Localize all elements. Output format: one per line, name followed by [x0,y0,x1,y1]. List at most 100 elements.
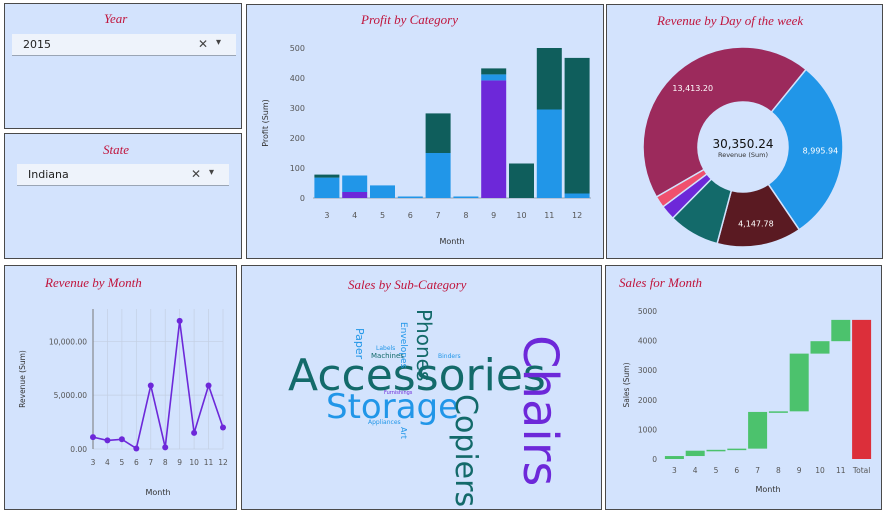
sales-for-month-panel: Sales for Month 0 1000 2000 3000 4000 5000 3 4 5… [605,265,882,510]
bar-segment [536,109,562,198]
data-point [191,429,198,436]
x-tick-label: 12 [218,458,228,467]
waterfall-bar [810,341,830,354]
state-select[interactable]: Indiana ✕ ▾ [17,164,229,186]
wordcloud-word: Storage [326,387,459,427]
wordcloud-word: Binders [438,353,461,360]
waterfall-bar [727,448,747,451]
revenue-line [92,320,224,450]
bar-segment [425,153,451,198]
close-icon[interactable]: ✕ [198,37,209,51]
y-tick-label: 2000 [638,396,657,405]
chevron-down-icon[interactable]: ▾ [216,37,222,48]
profit-chart-title: Profit by Category [361,12,459,27]
y-axis-title: Revenue (Sum) [18,350,27,408]
revenue-by-day-chart: 13,413.20 8,995.94 4,147.78 30,350.24Revenu… [642,46,844,248]
data-point [162,444,169,451]
wordcloud-word: Accessories [288,350,546,401]
donut-slice-label: 13,413.20 [672,84,713,93]
sales-by-subcategory-panel: Sales by Sub-Category Accessories Storage… [241,265,602,510]
x-tick-label: 7 [755,466,760,475]
x-tick-label: 3 [91,458,96,467]
y-axis-title: Sales (Sum) [622,362,631,407]
y-tick-label: 5,000.00 [54,391,88,400]
y-tick-label: 500 [290,44,305,53]
donut-center-value: 30,350.24 [712,137,773,151]
donut-slice-label: 8,995.94 [803,146,839,155]
y-tick-label: 3000 [638,366,657,375]
x-tick-label: 10 [189,458,199,467]
year-select[interactable]: 2015 ✕ ▾ [12,34,236,56]
waterfall-bar [852,319,872,459]
bar-segment [509,163,534,198]
sales-month-chart-title: Sales for Month [619,275,703,290]
revenue-by-month-chart: 0.00 5,000.00 10,000.00 3 4 5 6 7 8 9 10 11 12 Month R… [18,309,228,497]
x-tick-label: 3 [324,211,329,220]
waterfall-bar [685,450,705,457]
revenue-by-month-panel: Revenue by Month 0.00 5,000.00 10,000.00 3 4… [4,265,237,510]
data-point [118,436,125,443]
donut-slice [642,46,808,199]
x-tick-label: 12 [572,211,582,220]
bar-segment [564,57,590,194]
bar-segment [481,74,507,81]
chevron-down-icon[interactable]: ▾ [209,167,215,178]
wordcloud-title: Sales by Sub-Category [348,277,467,292]
x-tick-label: 7 [436,211,441,220]
y-tick-label: 4000 [638,337,657,346]
wordcloud-word: Envelopes [398,322,408,369]
y-tick-label: 100 [290,164,305,173]
bar-segment [481,68,507,75]
year-filter-title: Year [104,11,128,26]
x-tick-label: 4 [352,211,357,220]
wordcloud-word: Phones [412,309,436,381]
donut-slice [767,68,844,231]
wordcloud-word: Chairs [512,335,568,486]
x-tick-label: 10 [516,211,526,220]
waterfall-bar [706,449,726,452]
wordcloud-word: Labels [376,345,395,352]
profit-by-category-chart: 0 100 200 300 400 500 3 4 5 6 7 8 9 10 11 12 Month Profit… [261,44,591,246]
x-tick-label: 6 [134,458,139,467]
x-tick-label: 5 [380,211,385,220]
waterfall-bar [789,353,809,412]
data-point [133,445,140,452]
y-tick-label: 400 [290,74,305,83]
sales-for-month-chart: 0 1000 2000 3000 4000 5000 3 4 5 6 7 8 9 10 11 Total Mon… [622,307,872,494]
wordcloud-word: Art [399,427,408,439]
x-tick-label: 8 [163,458,168,467]
bar-segment [342,175,368,192]
y-axis-title: Profit (Sum) [261,99,270,147]
x-axis-title: Month [145,488,170,497]
bar-segment [564,193,590,198]
wordcloud-word: Machines [371,352,404,360]
x-tick-label: 9 [797,466,802,475]
data-point [220,424,226,431]
x-axis-title: Month [755,485,780,494]
bar-segment [342,192,368,198]
data-point [90,434,96,441]
x-tick-label: 9 [177,458,182,467]
data-point [104,437,111,444]
waterfall-bar [768,411,788,413]
revenue-month-chart-title: Revenue by Month [45,275,142,290]
x-tick-label: 5 [119,458,124,467]
x-tick-label: 11 [204,458,214,467]
x-tick-label: 7 [148,458,153,467]
x-tick-label: 10 [815,466,825,475]
y-tick-label: 300 [290,104,305,113]
x-tick-label: 5 [714,466,719,475]
x-tick-label: 9 [491,211,496,220]
y-tick-label: 5000 [638,307,657,316]
x-tick-label: 4 [105,458,110,467]
waterfall-bar [748,411,768,449]
year-select-value: 2015 [23,38,51,51]
wordcloud-word: Copiers [448,394,483,507]
bar-segment [314,177,340,198]
donut-center-label: Revenue (Sum) [718,151,768,159]
close-icon[interactable]: ✕ [191,167,202,181]
state-filter-title: State [103,142,129,157]
bar-segment [481,80,507,198]
donut-slice-label: 4,147.78 [738,219,774,228]
x-tick-label: 8 [776,466,781,475]
